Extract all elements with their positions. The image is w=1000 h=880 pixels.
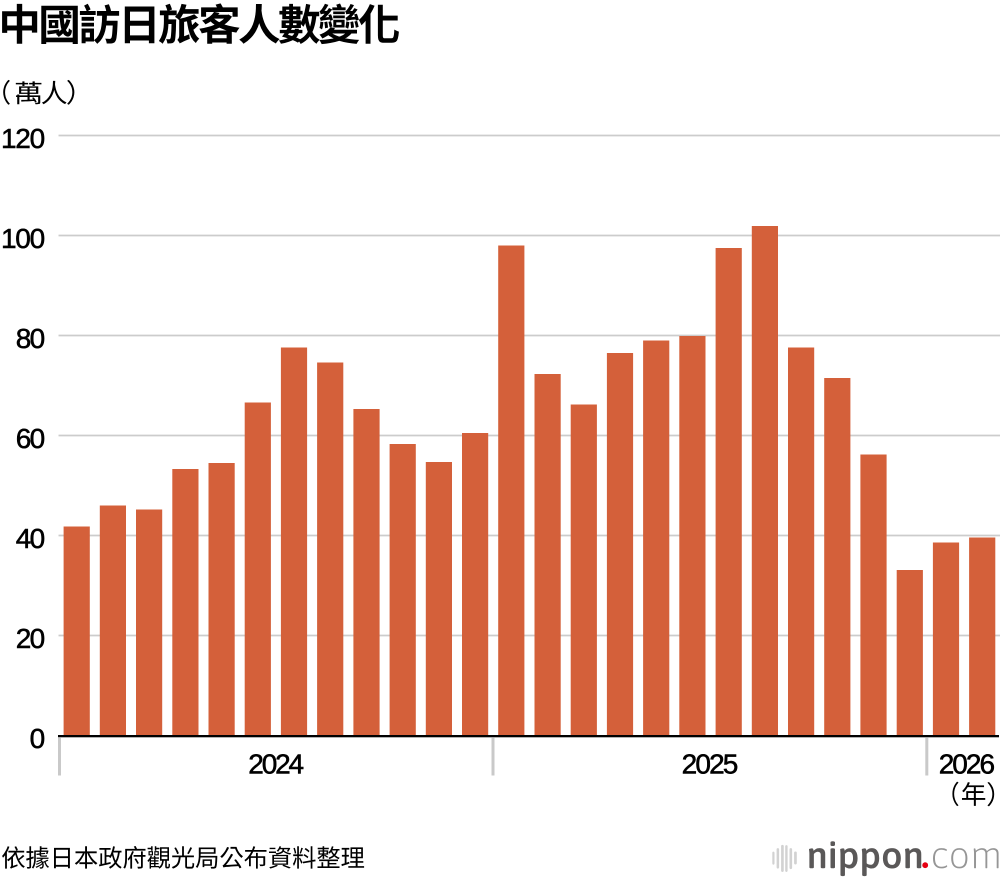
svg-text:80: 80 [16, 323, 46, 354]
svg-text:2025: 2025 [682, 748, 739, 779]
svg-text:2026: 2026 [939, 748, 995, 779]
svg-text:60: 60 [16, 423, 46, 454]
svg-text:100: 100 [1, 223, 45, 254]
svg-text:0: 0 [30, 723, 46, 754]
svg-text:40: 40 [16, 523, 46, 554]
svg-text:2024: 2024 [248, 748, 304, 779]
svg-text:20: 20 [16, 623, 46, 654]
svg-text:120: 120 [1, 123, 45, 154]
